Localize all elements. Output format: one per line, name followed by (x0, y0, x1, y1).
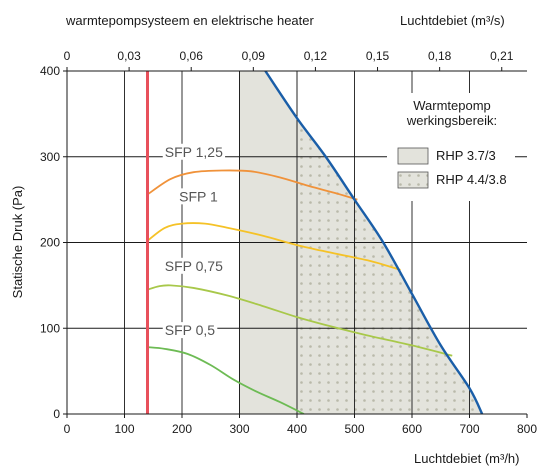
series-label-sfp-1-25: SFP 1,25 (165, 144, 223, 160)
legend-entry-label: RHP 3.7/3 (436, 148, 496, 163)
series-label-sfp-1: SFP 1 (179, 188, 218, 204)
x-tick-label: 700 (459, 422, 479, 436)
legend-swatch (397, 147, 429, 165)
series-line-sfp-1-25 (146, 169, 358, 201)
y-tick-label: 200 (40, 236, 60, 250)
x2-tick-label: 0,06 (180, 49, 204, 63)
x2-tick-label: 0,18 (428, 49, 452, 63)
x-tick-label: 200 (172, 422, 192, 436)
x2-tick-label: 0 (64, 49, 71, 63)
x-tick-label: 100 (114, 422, 134, 436)
series-line-sfp-0-75 (147, 284, 453, 357)
series-line-sfp-0-5 (147, 346, 305, 414)
x2-tick-label: 0,15 (366, 49, 390, 63)
legend-title-line2: werkingsbereik: (406, 113, 497, 128)
series-label-background (162, 143, 226, 160)
x-tick-label: 800 (517, 422, 537, 436)
x2-tick-label: 0,03 (117, 49, 141, 63)
x-tick-label: 0 (64, 422, 71, 436)
series-label-sfp-0-5: SFP 0,5 (165, 322, 216, 338)
x-tick-label: 500 (344, 422, 364, 436)
legend-swatch (397, 171, 429, 189)
grid-lines (67, 70, 527, 414)
chart-title: warmtepompsysteem en elektrische heater (65, 13, 315, 28)
sfp-curves (146, 71, 484, 414)
y-tick-label: 100 (40, 321, 60, 335)
y-tick-label: 400 (40, 64, 60, 78)
x2-axis-label: Luchtdebiet (m³/s) (400, 13, 505, 28)
y-tick-label: 300 (40, 150, 60, 164)
series-label-background (162, 322, 218, 339)
x2-tick-label: 0,09 (242, 49, 266, 63)
max-airflow-curve (264, 71, 484, 414)
x-tick-label: 400 (287, 422, 307, 436)
series-line-sfp-1 (146, 222, 401, 271)
series-label-background (177, 188, 220, 205)
x2-tick-label: 0,21 (490, 49, 514, 63)
x2-tick-label: 0,12 (304, 49, 328, 63)
series-label-background (162, 257, 226, 274)
axes: 0 100 200 300 400 500 600 700 800 0 100 200 300 400 0 0… (40, 49, 537, 436)
x-axis-label: Luchtdebiet (m³/h) (414, 451, 520, 466)
y-tick-label: 0 (53, 407, 60, 421)
y-axis-label: Statische Druk (Pa) (10, 186, 25, 299)
x-tick-label: 600 (402, 422, 422, 436)
legend-title-line1: Warmtepomp (413, 98, 491, 113)
series-label-sfp-0-75: SFP 0,75 (165, 258, 223, 274)
legend-entry-label: RHP 4.4/3.8 (436, 172, 507, 187)
series-labels: SFP 1,25 SFP 1 SFP 0,75 SFP 0,5 (162, 143, 226, 339)
x-tick-label: 300 (229, 422, 249, 436)
